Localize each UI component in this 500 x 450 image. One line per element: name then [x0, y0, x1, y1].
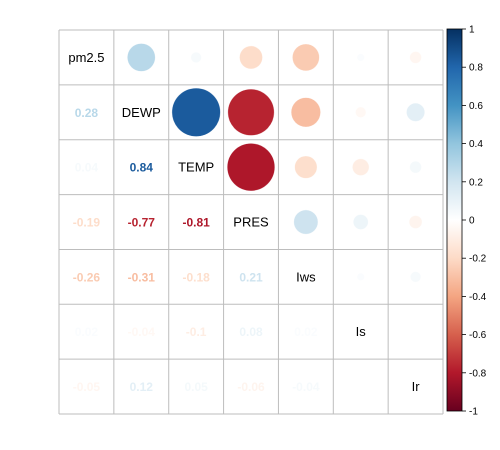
- variable-label-Is: Is: [356, 324, 367, 339]
- corr-circle-2-3: [226, 143, 276, 192]
- corr-circle-1-4: [290, 97, 321, 128]
- matrix-grid: [58, 29, 444, 415]
- colorbar-tick-label: 0.6: [469, 101, 483, 112]
- corr-value-3-1: -0.77: [128, 216, 156, 230]
- corr-circle-2-4: [294, 155, 318, 179]
- corr-circle-0-5: [356, 53, 365, 62]
- corr-value-5-3: 0.08: [239, 325, 263, 339]
- variable-label-Ir: Ir: [412, 379, 421, 394]
- colorbar-tick-label: -1: [469, 407, 478, 418]
- corr-value-5-2: -0.1: [186, 325, 207, 339]
- corr-circle-2-6: [409, 160, 422, 174]
- corr-value-6-4: -0.04: [292, 380, 320, 394]
- corr-value-6-3: -0.06: [237, 380, 265, 394]
- corr-circle-0-6: [409, 51, 422, 64]
- corr-circle-4-6: [409, 271, 422, 283]
- corr-value-6-1: 0.12: [130, 380, 154, 394]
- corr-value-2-1: 0.84: [130, 161, 154, 175]
- corr-value-5-0: 0.02: [75, 325, 99, 339]
- colorbar-tick-label: 0.8: [469, 63, 483, 74]
- colorbar-tick-label: -0.6: [469, 330, 487, 341]
- variable-label-PRES: PRES: [233, 215, 269, 230]
- variable-label-TEMP: TEMP: [178, 160, 214, 175]
- corr-circle-1-5: [355, 106, 367, 118]
- corr-circle-1-3: [227, 88, 275, 136]
- matrix-cells: pm2.5 0.28 DEWP 0.04 0.84 TEMP -0.19 -0.77 -0.81…: [68, 43, 426, 394]
- colorbar-tick-label: 0.2: [469, 177, 483, 188]
- corr-circle-0-2: [190, 51, 202, 64]
- corr-circle-0-4: [292, 43, 320, 72]
- colorbar-tick-label: -0.4: [469, 292, 487, 303]
- colorbar-tick-label: 1: [469, 25, 475, 36]
- corr-value-4-0: -0.26: [73, 270, 101, 284]
- corr-value-4-1: -0.31: [128, 270, 156, 284]
- corr-circle-2-5: [352, 158, 370, 176]
- corr-value-3-2: -0.81: [182, 216, 210, 230]
- corr-value-4-2: -0.18: [182, 270, 210, 284]
- corr-value-4-3: 0.21: [239, 270, 263, 284]
- colorbar-tick-label: 0.4: [469, 139, 483, 150]
- corr-value-5-4: 0.02: [294, 325, 318, 339]
- variable-label-Iws: Iws: [296, 269, 316, 284]
- corr-circle-1-2: [171, 87, 221, 137]
- variable-label-DEWP: DEWP: [122, 105, 161, 120]
- corr-circle-3-5: [352, 214, 369, 230]
- colorbar-gradient: [446, 28, 463, 412]
- colorbar-tick-label: 0: [469, 216, 475, 227]
- corr-circle-4-5: [356, 272, 365, 281]
- variable-label-pm25: pm2.5: [68, 50, 104, 65]
- corr-value-2-0: 0.04: [75, 161, 99, 175]
- corr-circle-1-6: [406, 102, 426, 122]
- corr-value-5-1: -0.04: [128, 325, 156, 339]
- corr-circle-3-6: [408, 215, 423, 229]
- corr-value-6-5: 0: [357, 380, 364, 394]
- corr-value-6-2: 0.05: [184, 380, 208, 394]
- colorbar-tick-label: -0.8: [469, 368, 487, 379]
- colorbar: 1 0.8 0.6 0.4 0.2 0 -0.2 -0.4 -0.6 -0.8 -1: [446, 25, 487, 418]
- colorbar-tick-label: -0.2: [469, 254, 487, 265]
- corr-circle-0-1: [126, 43, 156, 72]
- corr-circle-3-4: [293, 209, 319, 235]
- corr-value-3-0: -0.19: [73, 216, 101, 230]
- corr-circle-0-3: [239, 45, 263, 70]
- corr-value-6-0: -0.05: [73, 380, 101, 394]
- corr-value-1-0: 0.28: [75, 106, 99, 120]
